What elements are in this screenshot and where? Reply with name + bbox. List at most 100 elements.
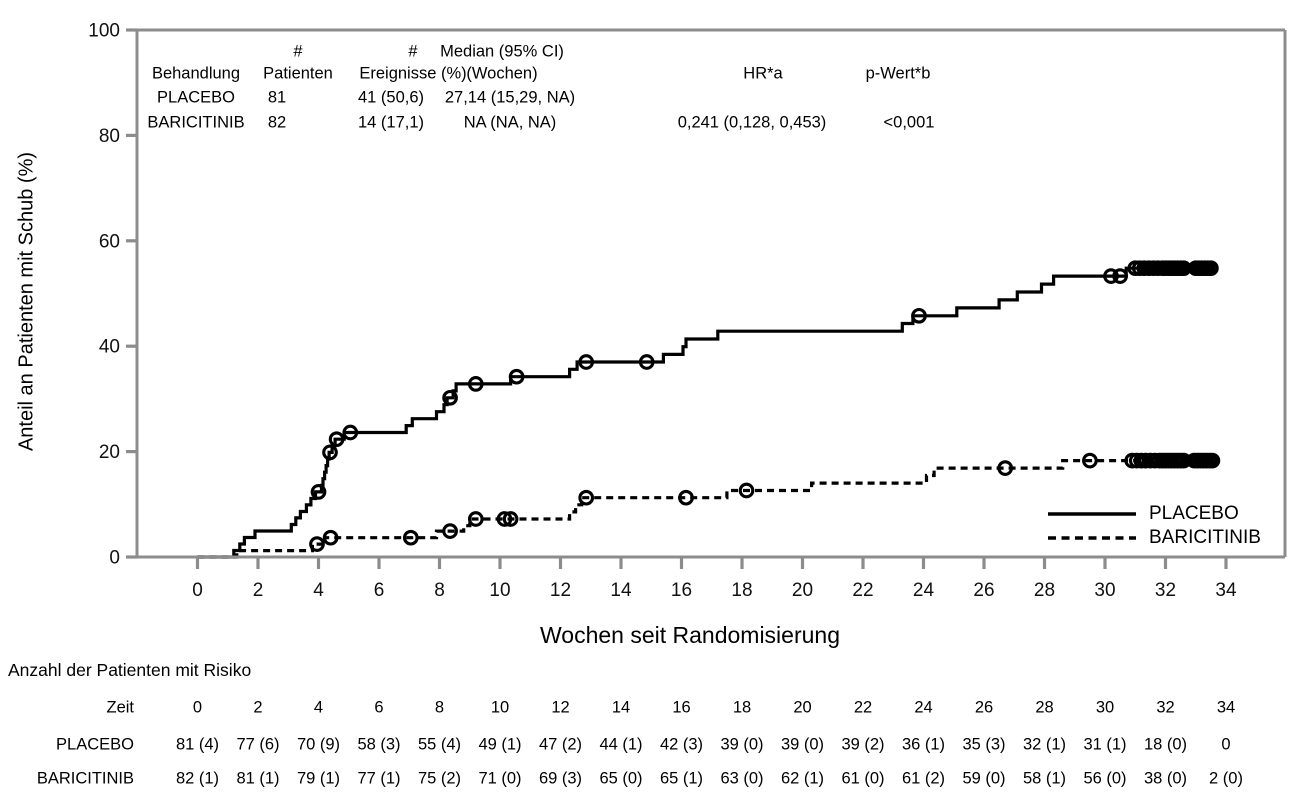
stats-value: 27,14 (15,29, NA) xyxy=(444,88,576,107)
baricitinib-censor-mark xyxy=(678,489,694,506)
stats-value: 82 xyxy=(267,113,287,132)
stats-value: PLACEBO xyxy=(157,88,235,107)
placebo-censor-mark xyxy=(328,431,345,448)
stats-header: (Wochen) xyxy=(466,64,538,83)
x-tick-label: 14 xyxy=(610,580,632,601)
stats-value: 41 (50,6) xyxy=(357,88,425,107)
risk-value: 44 (1) xyxy=(599,735,643,754)
risk-value: 35 (3) xyxy=(962,735,1006,754)
stats-value: NA (NA, NA) xyxy=(463,113,557,132)
baricitinib-censor-mark xyxy=(322,529,339,546)
baricitinib-censor-mark xyxy=(997,460,1014,476)
x-tick-label: 10 xyxy=(489,580,510,601)
legend-entry-baricitinib: BARICITINIB xyxy=(1046,526,1261,550)
solid-line-icon xyxy=(1048,512,1136,516)
risk-value: 58 (1) xyxy=(1022,769,1067,788)
risk-value: 42 (3) xyxy=(659,735,704,754)
stats-header: HR*a xyxy=(743,64,783,83)
risk-value: 2 xyxy=(253,698,263,717)
legend-label-placebo: PLACEBO xyxy=(1149,503,1239,524)
risk-value: 56 (0) xyxy=(1083,769,1127,788)
placebo-censor-mark xyxy=(310,484,327,500)
placebo-censor-mark xyxy=(342,424,359,441)
legend-entry-placebo: PLACEBO xyxy=(1046,502,1261,526)
placebo-censor-mark xyxy=(638,354,655,370)
x-tick-label: 34 xyxy=(1215,580,1237,601)
baricitinib-censor-mark xyxy=(578,489,595,506)
risk-value: 30 xyxy=(1095,698,1115,717)
risk-value: 59 (0) xyxy=(962,769,1006,788)
risk-value: 22 xyxy=(853,698,873,717)
stats-header: Patienten xyxy=(263,64,333,83)
baricitinib-censor-mark xyxy=(496,511,513,527)
risk-value: 82 (1) xyxy=(175,769,220,788)
y-tick-label: 100 xyxy=(88,21,120,42)
placebo-curve xyxy=(197,266,1214,559)
y-tick-label: 0 xyxy=(109,548,120,569)
placebo-censor-mark xyxy=(508,368,525,385)
risk-value: 70 (9) xyxy=(296,735,341,754)
risk-value: 18 xyxy=(732,698,752,717)
risk-value: 61 (2) xyxy=(901,769,946,788)
risk-value: 6 xyxy=(374,698,384,717)
risk-value: 24 xyxy=(914,698,933,717)
risk-value: 36 (1) xyxy=(901,735,946,754)
stats-value: 81 xyxy=(267,88,287,107)
baricitinib-censor-mark xyxy=(402,529,419,546)
risk-value: 31 (1) xyxy=(1083,735,1127,754)
risk-value: 39 (2) xyxy=(841,735,885,754)
x-tick-label: 30 xyxy=(1094,580,1115,601)
risk-value: 34 xyxy=(1216,698,1236,717)
x-tick-label: 4 xyxy=(313,580,324,601)
baricitinib-censor-mark xyxy=(502,511,519,527)
baricitinib-censor-mark xyxy=(1204,452,1221,469)
stats-value: 14 (17,1) xyxy=(357,113,425,132)
x-axis-title: Wochen seit Randomisierung xyxy=(539,622,840,648)
risk-value: 71 (0) xyxy=(478,769,522,788)
y-axis-title: Anteil an Patienten mit Schub (%) xyxy=(15,151,38,452)
y-tick-label: 40 xyxy=(99,337,120,358)
baricitinib-censor-mark xyxy=(442,523,458,539)
placebo-censor-mark xyxy=(911,307,927,324)
placebo-censor-mark xyxy=(1112,268,1128,284)
risk-value: 20 xyxy=(793,698,812,717)
risk-value: 47 (2) xyxy=(538,735,583,754)
risk-value: 8 xyxy=(434,698,445,717)
risk-value: 32 xyxy=(1156,698,1175,717)
risk-value: 65 (1) xyxy=(659,769,704,788)
y-tick-label: 80 xyxy=(99,126,120,147)
y-tick-label: 20 xyxy=(99,442,120,463)
stats-value: <0,001 xyxy=(883,113,935,132)
risk-value: 63 (0) xyxy=(720,769,764,788)
x-tick-label: 8 xyxy=(434,580,445,601)
risk-value: 58 (3) xyxy=(357,735,401,754)
risk-value: 0 xyxy=(1221,735,1231,754)
risk-value: 18 (0) xyxy=(1143,735,1188,754)
risk-value: 2 (0) xyxy=(1209,769,1243,788)
risk-value: 28 xyxy=(1035,698,1054,717)
stats-header: p-Wert*b xyxy=(865,64,931,83)
risk-value: 39 (0) xyxy=(780,735,825,754)
legend: PLACEBO BARICITINIB xyxy=(1046,502,1261,550)
placebo-censor-mark xyxy=(322,444,338,461)
risk-table-title: Anzahl der Patienten mit Risiko xyxy=(8,660,252,680)
x-tick-label: 26 xyxy=(973,580,994,601)
placebo-censor-mark xyxy=(578,354,595,370)
placebo-censor-mark xyxy=(1103,268,1119,284)
risk-value: 75 (2) xyxy=(417,769,462,788)
risk-row-label: BARICITINIB xyxy=(36,769,134,788)
risk-value: 77 (6) xyxy=(236,735,280,754)
x-tick-label: 16 xyxy=(671,580,692,601)
risk-value: 4 xyxy=(313,698,324,717)
risk-value: 26 xyxy=(974,698,994,717)
placebo-censor-mark xyxy=(442,389,458,406)
x-tick-label: 22 xyxy=(852,580,873,601)
legend-label-baricitinib: BARICITINIB xyxy=(1149,527,1261,548)
risk-value: 65 (0) xyxy=(599,769,643,788)
risk-value: 39 (0) xyxy=(720,735,764,754)
risk-value: 62 (1) xyxy=(780,769,825,788)
baricitinib-censor-mark xyxy=(467,511,484,527)
risk-value: 10 xyxy=(490,698,510,717)
